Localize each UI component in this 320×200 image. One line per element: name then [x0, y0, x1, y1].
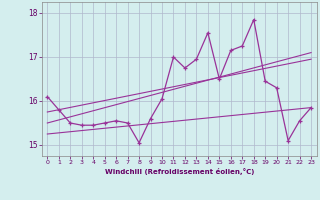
X-axis label: Windchill (Refroidissement éolien,°C): Windchill (Refroidissement éolien,°C): [105, 168, 254, 175]
